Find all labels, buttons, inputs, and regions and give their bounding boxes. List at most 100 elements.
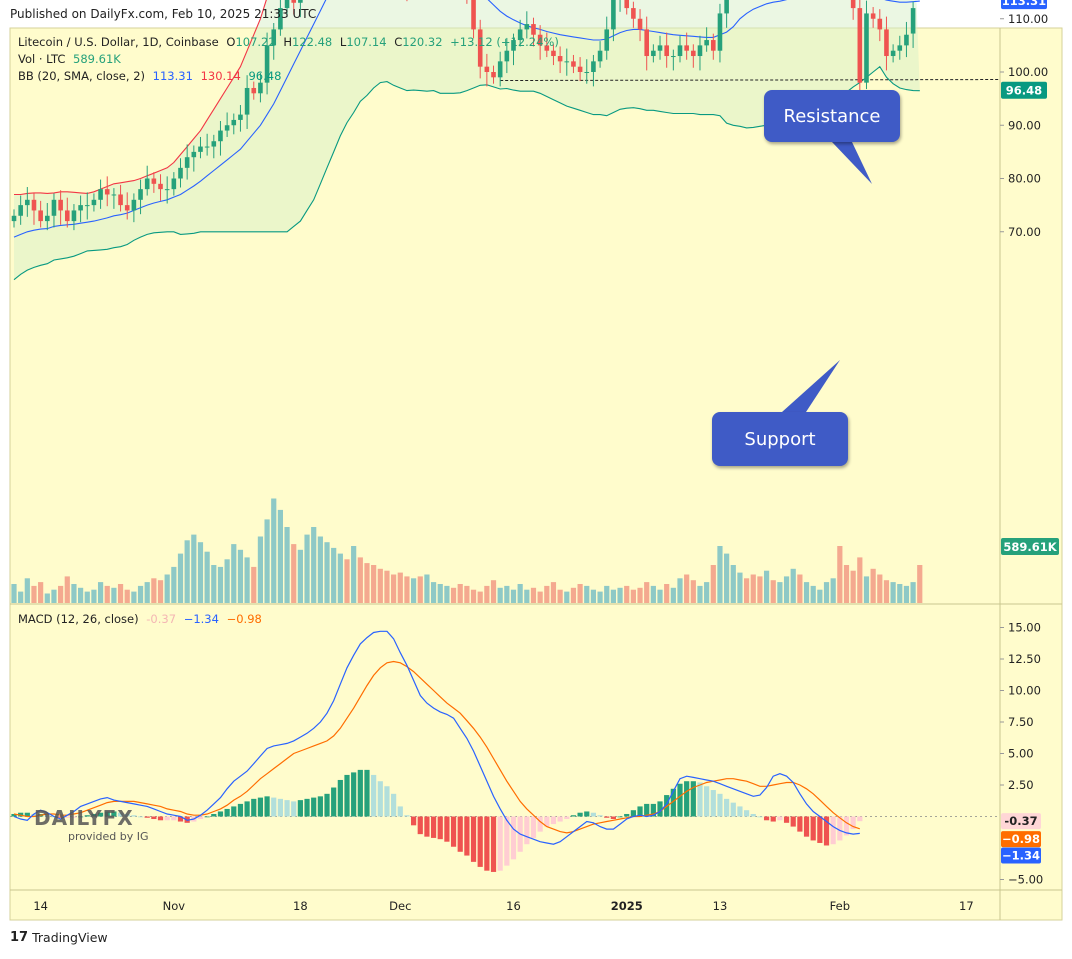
macd-histogram-bar <box>177 816 184 822</box>
macd-tick-label: 7.50 <box>1008 715 1034 729</box>
candle-body <box>637 18 643 30</box>
macd-histogram-bar <box>297 800 303 817</box>
high-value: 122.48 <box>292 35 333 49</box>
macd-histogram-bar <box>830 816 836 845</box>
macd-histogram-bar <box>364 769 370 817</box>
macd-histogram-bar <box>604 816 610 818</box>
volume-bar <box>470 589 477 603</box>
macd-histogram-bar <box>444 816 450 842</box>
macd-histogram-bar <box>430 816 437 838</box>
candle-body <box>264 45 270 83</box>
candle-body <box>158 183 163 190</box>
volume-bar <box>863 576 870 603</box>
macd-histogram-bar <box>650 803 656 817</box>
volume-bar <box>537 591 543 603</box>
published-header: Published on DailyFx.com, Feb 10, 2025 2… <box>10 7 317 21</box>
macd-histogram-bar <box>584 811 590 817</box>
tradingview-logo[interactable]: 17 TradingView <box>10 930 108 945</box>
macd-histogram-bar <box>264 796 270 817</box>
time-tick-label: 2025 <box>611 899 643 913</box>
macd-histogram-bar <box>317 796 323 817</box>
price-scale-background <box>1000 28 1062 890</box>
high-label: H <box>283 35 292 49</box>
volume-bar <box>151 578 157 603</box>
candle-body <box>517 29 523 41</box>
support-pointer <box>782 360 840 412</box>
volume-bar <box>197 542 204 603</box>
macd-legend: MACD (12, 26, close) -0.37 −1.34 −0.98 <box>18 612 266 626</box>
resistance-pointer <box>832 142 872 184</box>
support-label: Support <box>744 428 816 450</box>
macd-histogram-bar <box>417 816 423 835</box>
volume-bar <box>484 585 490 603</box>
macd-histogram-bar <box>524 816 530 845</box>
macd-histogram-bar <box>684 781 690 817</box>
candle-body <box>857 8 863 83</box>
candle-body <box>910 8 916 34</box>
support-callout: Support <box>712 412 848 466</box>
volume-bar <box>890 582 896 603</box>
volume-bar <box>217 566 224 603</box>
time-tick-label: Feb <box>830 899 850 913</box>
macd-histogram-bar <box>337 779 343 817</box>
volume-bar <box>670 587 676 603</box>
volume-bar <box>371 565 377 603</box>
basis-tag: 113.31 <box>1002 0 1046 8</box>
volume-bar <box>464 585 470 603</box>
volume-bar <box>870 568 876 603</box>
volume-bar <box>51 589 57 603</box>
macd-histogram-bar <box>624 813 630 817</box>
candle-body <box>704 40 709 46</box>
candle-body <box>118 194 123 206</box>
candle-body <box>890 50 896 57</box>
volume-bar <box>177 553 184 603</box>
candle-body <box>724 0 729 14</box>
macd-histogram-bar <box>91 813 97 817</box>
candle-body <box>717 13 723 51</box>
bb-legend: BB (20, SMA, close, 2) 113.31 130.14 96.… <box>18 69 285 83</box>
macd-histogram-bar <box>857 816 863 822</box>
macd-histogram-bar <box>850 816 856 830</box>
macd-tick-label: 5.00 <box>1008 747 1034 761</box>
macd-hist-tag: -0.37 <box>1004 814 1037 828</box>
resistance-label: Resistance <box>783 105 881 127</box>
volume-bar <box>450 587 457 603</box>
macd-histogram-bar <box>823 816 830 846</box>
macd-histogram-bar <box>657 801 663 817</box>
macd-histogram-bar <box>31 813 37 817</box>
candle-body <box>691 50 696 57</box>
candle-body <box>684 45 689 51</box>
volume-bar <box>284 527 290 603</box>
volume-bar <box>384 570 390 603</box>
volume-bar <box>604 585 610 603</box>
volume-bar <box>903 585 910 603</box>
volume-bar <box>557 589 563 603</box>
candle-body <box>624 0 630 9</box>
candle-body <box>537 34 543 46</box>
volume-bar <box>304 534 310 603</box>
macd-histogram-bar <box>397 806 403 817</box>
macd-histogram-bar <box>817 816 823 843</box>
tradingview-label: TradingView <box>32 930 108 945</box>
volume-bar <box>257 536 264 603</box>
volume-bar <box>477 591 483 603</box>
macd-histogram-bar <box>144 816 150 818</box>
time-tick-label: 16 <box>506 899 521 913</box>
bb-lower-value: 96.48 <box>248 69 282 83</box>
close-value: 120.32 <box>402 35 443 49</box>
macd-histogram-bar <box>137 816 144 818</box>
volume-bar <box>510 589 517 603</box>
volume-bar <box>424 574 430 603</box>
macd-histogram-bar <box>617 816 623 818</box>
volume-bar <box>624 585 630 603</box>
volume-bar <box>351 546 357 603</box>
macd-histogram-bar <box>843 816 850 836</box>
macd-histogram-bar <box>11 813 17 817</box>
macd-histogram-bar <box>324 793 330 817</box>
volume-bar <box>244 557 250 603</box>
macd-histogram-bar <box>58 816 64 818</box>
volume-bar <box>64 576 70 603</box>
candle-body <box>204 146 210 148</box>
macd-histogram-bar <box>790 816 796 827</box>
